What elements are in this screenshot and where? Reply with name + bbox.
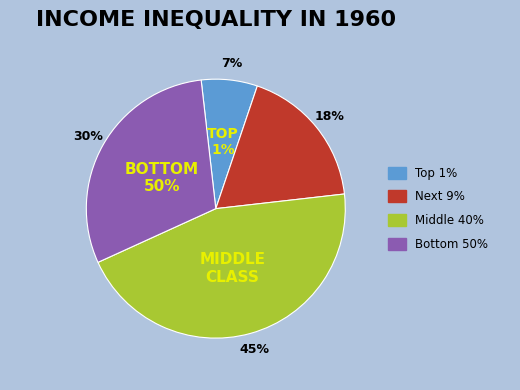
- Text: 30%: 30%: [73, 130, 103, 143]
- Text: 45%: 45%: [240, 343, 270, 356]
- Wedge shape: [98, 194, 345, 338]
- Title: INCOME INEQUALITY IN 1960: INCOME INEQUALITY IN 1960: [36, 10, 396, 30]
- Wedge shape: [216, 86, 344, 209]
- Text: 7%: 7%: [220, 57, 242, 70]
- Wedge shape: [201, 79, 257, 209]
- Text: TOP
1%: TOP 1%: [207, 127, 239, 157]
- Text: MIDDLE
CLASS: MIDDLE CLASS: [199, 252, 265, 285]
- Text: BOTTOM
50%: BOTTOM 50%: [125, 162, 199, 194]
- Legend: Top 1%, Next 9%, Middle 40%, Bottom 50%: Top 1%, Next 9%, Middle 40%, Bottom 50%: [384, 162, 493, 255]
- Wedge shape: [86, 80, 216, 262]
- Text: 18%: 18%: [315, 110, 345, 123]
